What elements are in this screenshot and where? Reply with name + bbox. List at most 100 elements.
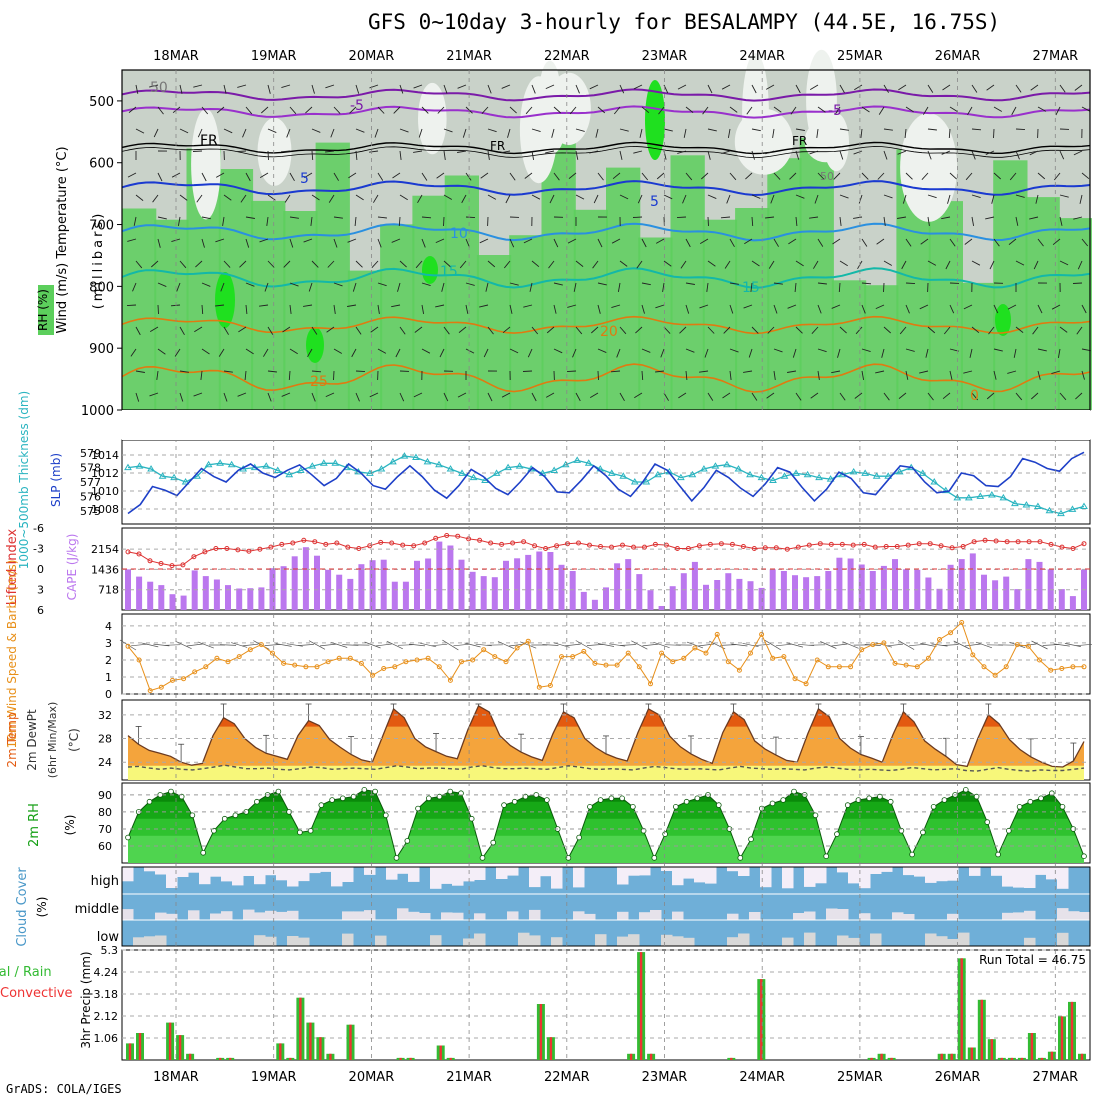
wind-barb bbox=[501, 392, 511, 398]
wind-speed-marker bbox=[225, 659, 231, 665]
wind-barb bbox=[729, 106, 738, 113]
wind-speed-marker bbox=[414, 657, 420, 663]
thickness-marker bbox=[941, 486, 950, 494]
li-marker bbox=[169, 563, 175, 569]
cloud-high-cell bbox=[232, 867, 244, 886]
wind-speed-marker bbox=[903, 662, 909, 668]
rh-tick-label: 70 bbox=[98, 823, 112, 836]
contour-label: FR bbox=[490, 139, 505, 153]
cloud-low-cell bbox=[672, 936, 684, 946]
li-marker bbox=[488, 540, 494, 546]
rh-moist-band bbox=[606, 167, 641, 410]
wind-barb bbox=[1037, 238, 1044, 247]
wind-barb bbox=[288, 370, 291, 381]
cloud-high-cell bbox=[166, 867, 178, 888]
wind-barb bbox=[883, 326, 892, 334]
wind-barb bbox=[949, 172, 957, 180]
contour-label: 5 bbox=[300, 171, 309, 187]
precip-convective-bar bbox=[329, 1053, 332, 1060]
wind-speed-marker bbox=[181, 676, 187, 682]
wind-barb bbox=[369, 84, 379, 89]
wind-barb bbox=[215, 304, 225, 307]
wind-barb bbox=[904, 128, 907, 139]
wind-barb bbox=[832, 238, 841, 245]
thickness-marker bbox=[250, 463, 259, 471]
precip-convective-bar bbox=[890, 1057, 893, 1060]
wind-barb bbox=[897, 150, 907, 155]
cape-bar bbox=[469, 571, 476, 610]
temp2m-axis-label: 2m Temp bbox=[5, 712, 19, 767]
wind-barb bbox=[897, 640, 915, 650]
run-total-label: Run Total = 46.75 bbox=[979, 953, 1086, 967]
wind-barb bbox=[731, 643, 748, 647]
wind-barb bbox=[421, 172, 428, 181]
wind-barb bbox=[597, 304, 601, 314]
li-marker bbox=[806, 542, 812, 548]
cloud-high-cell bbox=[573, 867, 585, 888]
wind-barb bbox=[1075, 392, 1083, 400]
wind-barb bbox=[325, 150, 335, 153]
wind-barb bbox=[855, 326, 863, 335]
thickness-tick-label: 578 bbox=[80, 462, 101, 475]
wind-barb bbox=[420, 642, 437, 648]
wind-barb bbox=[157, 348, 166, 355]
wind-barb bbox=[220, 282, 225, 292]
li-marker bbox=[400, 542, 406, 548]
wind-barb bbox=[839, 128, 849, 131]
li-marker bbox=[949, 545, 955, 551]
wind-barb bbox=[1074, 84, 1083, 91]
thickness-marker bbox=[642, 478, 651, 485]
wind-barb bbox=[223, 194, 232, 201]
cloud-high-cell bbox=[210, 867, 222, 877]
li-tick-label: -6 bbox=[33, 522, 44, 535]
wind-speed-marker bbox=[770, 655, 776, 661]
wind-barb bbox=[993, 128, 995, 139]
wind-barb bbox=[289, 238, 294, 248]
cape-bar bbox=[436, 541, 443, 610]
panel-frame bbox=[121, 866, 1091, 947]
wind-barb bbox=[567, 304, 577, 308]
wind-speed-marker bbox=[247, 647, 253, 653]
wind-barb bbox=[1037, 304, 1043, 314]
cloud-high-cell bbox=[914, 867, 926, 877]
li-marker bbox=[235, 547, 241, 553]
li-marker bbox=[213, 546, 219, 551]
wind-barb bbox=[902, 194, 907, 204]
wind-barb bbox=[355, 260, 363, 268]
wind-barb bbox=[765, 216, 775, 219]
rh-marker bbox=[200, 849, 207, 856]
wind-barb bbox=[611, 238, 621, 244]
wind-barb bbox=[685, 106, 694, 113]
cape-bar bbox=[547, 552, 554, 610]
cape-bar bbox=[780, 571, 787, 610]
wind-barb bbox=[729, 282, 739, 285]
wind-speed-marker bbox=[203, 664, 209, 670]
cape-bar bbox=[747, 581, 754, 610]
cape-bar bbox=[992, 580, 999, 610]
cape-tick-label: 2154 bbox=[91, 543, 119, 556]
wind-barb bbox=[611, 304, 621, 309]
cape-bar bbox=[213, 579, 220, 610]
li-marker bbox=[839, 541, 845, 547]
wind-barb bbox=[680, 260, 687, 269]
li-marker bbox=[850, 542, 856, 548]
wind-barb bbox=[1015, 216, 1019, 226]
cloud-low-cell bbox=[804, 932, 816, 946]
cape-bar bbox=[925, 577, 932, 610]
wind-barb bbox=[919, 370, 929, 374]
precip-convective-bar bbox=[629, 1053, 633, 1060]
rh-marker bbox=[844, 802, 851, 808]
wind-barb bbox=[792, 348, 797, 358]
wind-barb bbox=[377, 282, 387, 287]
thickness-marker bbox=[930, 478, 939, 485]
wind-barb bbox=[590, 326, 599, 334]
wind-barb bbox=[861, 238, 868, 247]
li-marker bbox=[861, 541, 867, 547]
cape-bar bbox=[158, 585, 165, 610]
cape-bar bbox=[380, 559, 387, 610]
cloud-middle-cell bbox=[804, 911, 816, 920]
wind-barb bbox=[947, 194, 951, 204]
cloud-low-cell bbox=[661, 934, 673, 946]
wind-barb bbox=[175, 640, 192, 650]
li-marker bbox=[707, 541, 713, 547]
